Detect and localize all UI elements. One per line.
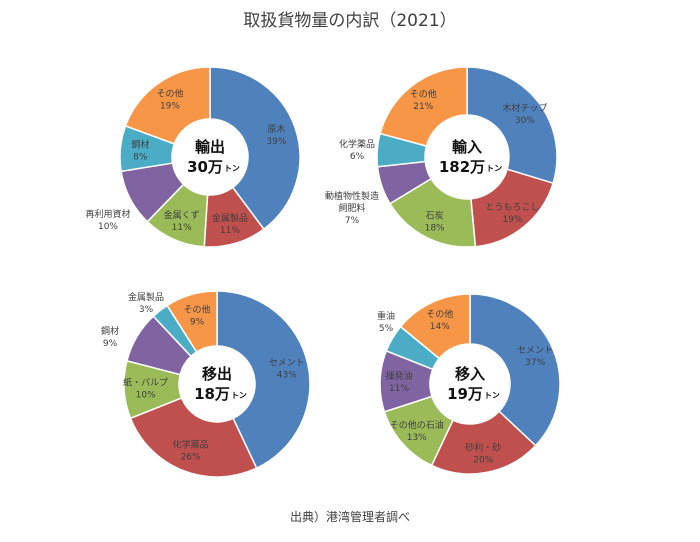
center-value: 30万: [187, 158, 223, 176]
slice-name-label: とうもろこし: [486, 202, 540, 213]
slice-percent-label: 11%: [389, 384, 409, 394]
slice-name-label: 砂利・砂: [465, 442, 501, 454]
slice-name-label: セメント: [269, 357, 305, 368]
slice-percent-label: 30%: [515, 116, 535, 126]
slice-name-label: 金属製品: [128, 291, 164, 303]
center-value: 18万: [194, 385, 230, 403]
slice-percent-label: 3%: [139, 305, 154, 315]
slice-name-label: その他: [426, 308, 453, 320]
donut-chart-4: セメント 37% 砂利・砂 20% その他の石油 13% 揮発油 11% 重油 5% その他 14% 移…: [377, 293, 561, 475]
slice-percent-label: 43%: [277, 370, 297, 380]
donut-slice: [124, 66, 211, 145]
slice-name-label: 飼肥料: [338, 202, 365, 214]
donut-chart-3: セメント 43% 化学薬品 26% 紙・パルプ 10% 鋼材 9% 金属製品 3% その他 9% 移出 1…: [101, 290, 311, 478]
center-title: 移出: [202, 365, 232, 383]
slice-name-label: 動植物性製造: [325, 190, 379, 202]
slice-name-label: 再利用資材: [85, 208, 130, 220]
source-note: 出典）港湾管理者調べ: [289, 510, 410, 524]
donut-slice: [379, 66, 468, 147]
center-unit: トン: [486, 164, 502, 173]
slice-percent-label: 21%: [413, 102, 433, 112]
donut-slice: [430, 410, 537, 475]
center-title: 移入: [455, 365, 485, 383]
slice-percent-label: 11%: [172, 223, 192, 233]
donut-slice: [216, 290, 311, 470]
slice-name-label: セメント: [517, 345, 553, 356]
slice-name-label: その他: [184, 303, 211, 315]
slice-percent-label: 26%: [181, 452, 201, 462]
donut-slice: [399, 293, 471, 360]
slice-name-label: 金属くず: [164, 209, 200, 221]
slice-name-label: 石炭: [426, 210, 444, 221]
slice-percent-label: 10%: [98, 222, 118, 232]
slice-percent-label: 18%: [425, 223, 445, 233]
center-unit: トン: [224, 164, 240, 173]
slice-name-label: 原木: [267, 123, 285, 135]
center-title: 輸入: [452, 138, 482, 156]
center-title: 輸出: [195, 138, 225, 156]
slice-name-label: 紙・パルプ: [123, 376, 168, 388]
slice-name-label: 木材チップ: [502, 102, 547, 114]
slice-percent-label: 37%: [525, 358, 545, 368]
donut-slice: [466, 66, 558, 185]
donut-slice: [209, 66, 301, 231]
slice-percent-label: 19%: [160, 102, 180, 112]
slice-name-label: 化学薬品: [339, 138, 375, 150]
center-unit: トン: [231, 391, 247, 400]
slice-name-label: 化学薬品: [173, 438, 209, 450]
center-value: 19万: [447, 385, 483, 403]
slice-percent-label: 20%: [473, 456, 493, 466]
donut-slice: [469, 293, 561, 447]
chart-title: 取扱貨物量の内訳（2021）: [243, 11, 457, 31]
slice-name-label: その他の石油: [390, 419, 444, 431]
slice-percent-label: 7%: [345, 216, 360, 226]
slice-percent-label: 13%: [407, 433, 427, 443]
slice-name-label: 金属製品: [212, 212, 248, 224]
donut-chart-1: 原木 39% 金属製品 11% 金属くず 11% 再利用資材 10% 鋼材 8% その他 19% 輸出 3…: [85, 66, 301, 248]
slice-name-label: 鋼材: [131, 138, 149, 150]
center-unit: トン: [484, 391, 500, 400]
slice-name-label: 重油: [377, 310, 395, 322]
slice-percent-label: 14%: [430, 322, 450, 332]
slice-percent-label: 9%: [103, 339, 118, 349]
donut-slice: [166, 290, 218, 353]
slice-name-label: 揮発油: [386, 370, 413, 382]
slice-percent-label: 39%: [266, 137, 286, 147]
slice-percent-label: 5%: [379, 324, 394, 334]
slice-percent-label: 6%: [350, 152, 365, 162]
slice-percent-label: 10%: [136, 390, 156, 400]
slice-name-label: その他: [410, 88, 437, 100]
slice-name-label: 鋼材: [101, 325, 119, 337]
center-value: 182万: [439, 158, 485, 176]
slice-percent-label: 19%: [503, 215, 523, 225]
donut-slice: [129, 397, 258, 478]
slice-percent-label: 9%: [190, 317, 205, 327]
slice-name-label: その他: [156, 88, 183, 100]
slice-percent-label: 11%: [220, 226, 240, 236]
slice-percent-label: 8%: [133, 152, 148, 162]
